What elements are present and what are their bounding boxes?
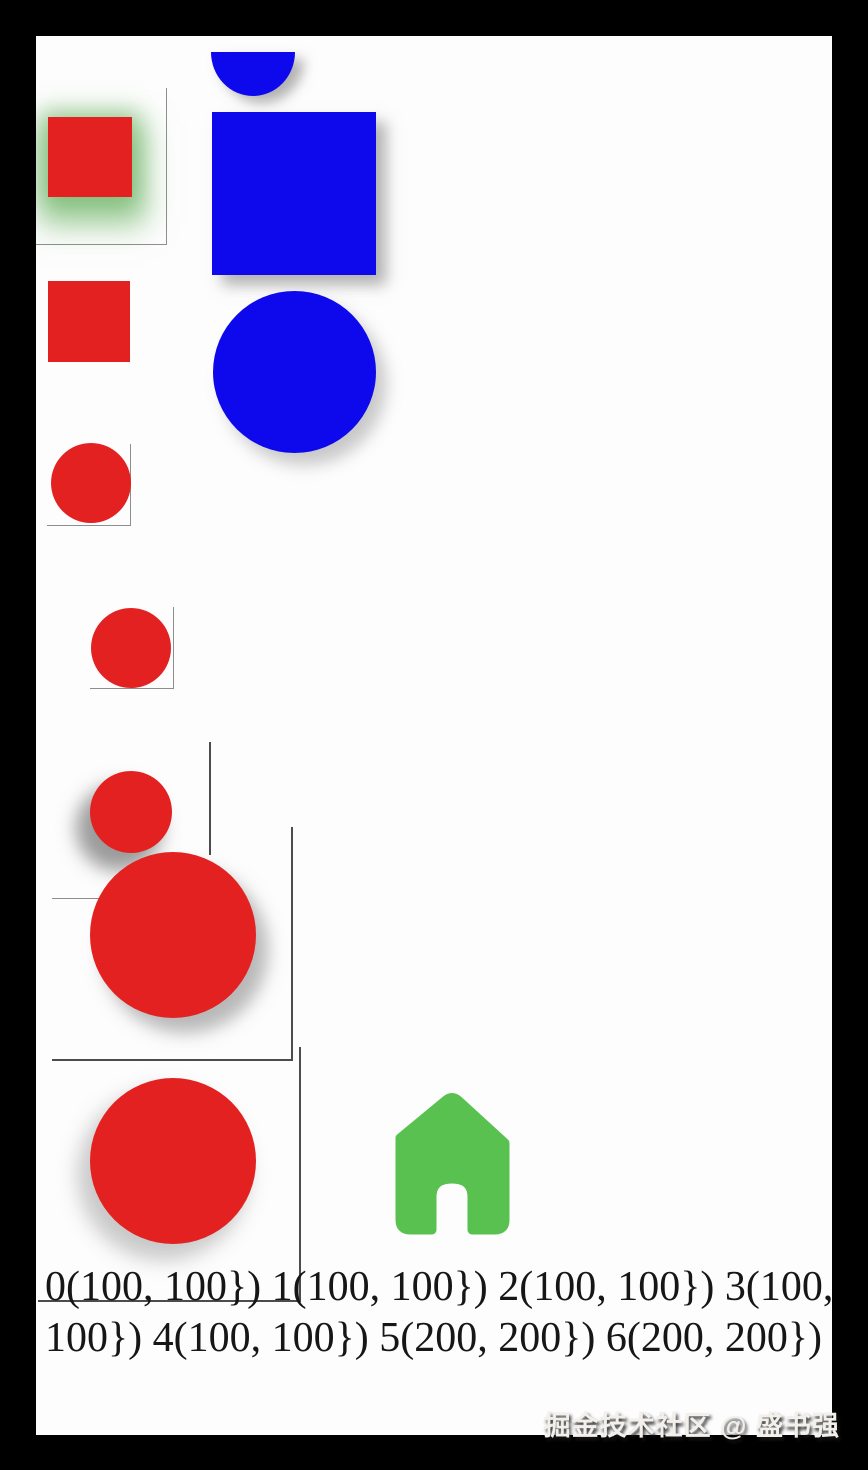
box-border-line <box>36 244 167 245</box>
red-square-green-glow <box>48 117 132 197</box>
guide-line <box>52 1059 293 1061</box>
guide-line <box>38 1300 300 1302</box>
red-circle-small-1 <box>51 443 131 523</box>
red-circle-large <box>90 852 256 1018</box>
red-square <box>48 281 130 362</box>
canvas-area: 0(100, 100}) 1(100, 100}) 2(100, 100}) 3… <box>36 36 832 1435</box>
red-circle-small-2 <box>91 608 171 688</box>
home-icon <box>395 1093 510 1235</box>
coordinates-line-1: 0(100, 100}) 1(100, 100}) 2(100, 100}) 3… <box>45 1264 832 1310</box>
blue-semicircle <box>211 52 295 96</box>
watermark-text: 掘金技术社区 @ 盛书强 <box>543 1411 840 1441</box>
guide-line <box>291 827 293 1060</box>
guide-line <box>209 742 211 855</box>
red-circle-small-3 <box>90 771 172 853</box>
box-border-line <box>47 525 131 526</box>
box-border-line <box>166 88 167 245</box>
box-border-line <box>173 607 174 689</box>
blue-circle <box>213 291 376 453</box>
guide-line <box>52 898 132 899</box>
coordinates-text: 0(100, 100}) 1(100, 100}) 2(100, 100}) 3… <box>45 1262 832 1364</box>
guide-line <box>299 1047 301 1302</box>
blue-square <box>212 112 376 275</box>
coordinates-line-2: 100}) 4(100, 100}) 5(200, 200}) 6(200, 2… <box>45 1315 823 1361</box>
box-border-line <box>90 688 174 689</box>
red-circle-large-bottom <box>90 1078 256 1244</box>
